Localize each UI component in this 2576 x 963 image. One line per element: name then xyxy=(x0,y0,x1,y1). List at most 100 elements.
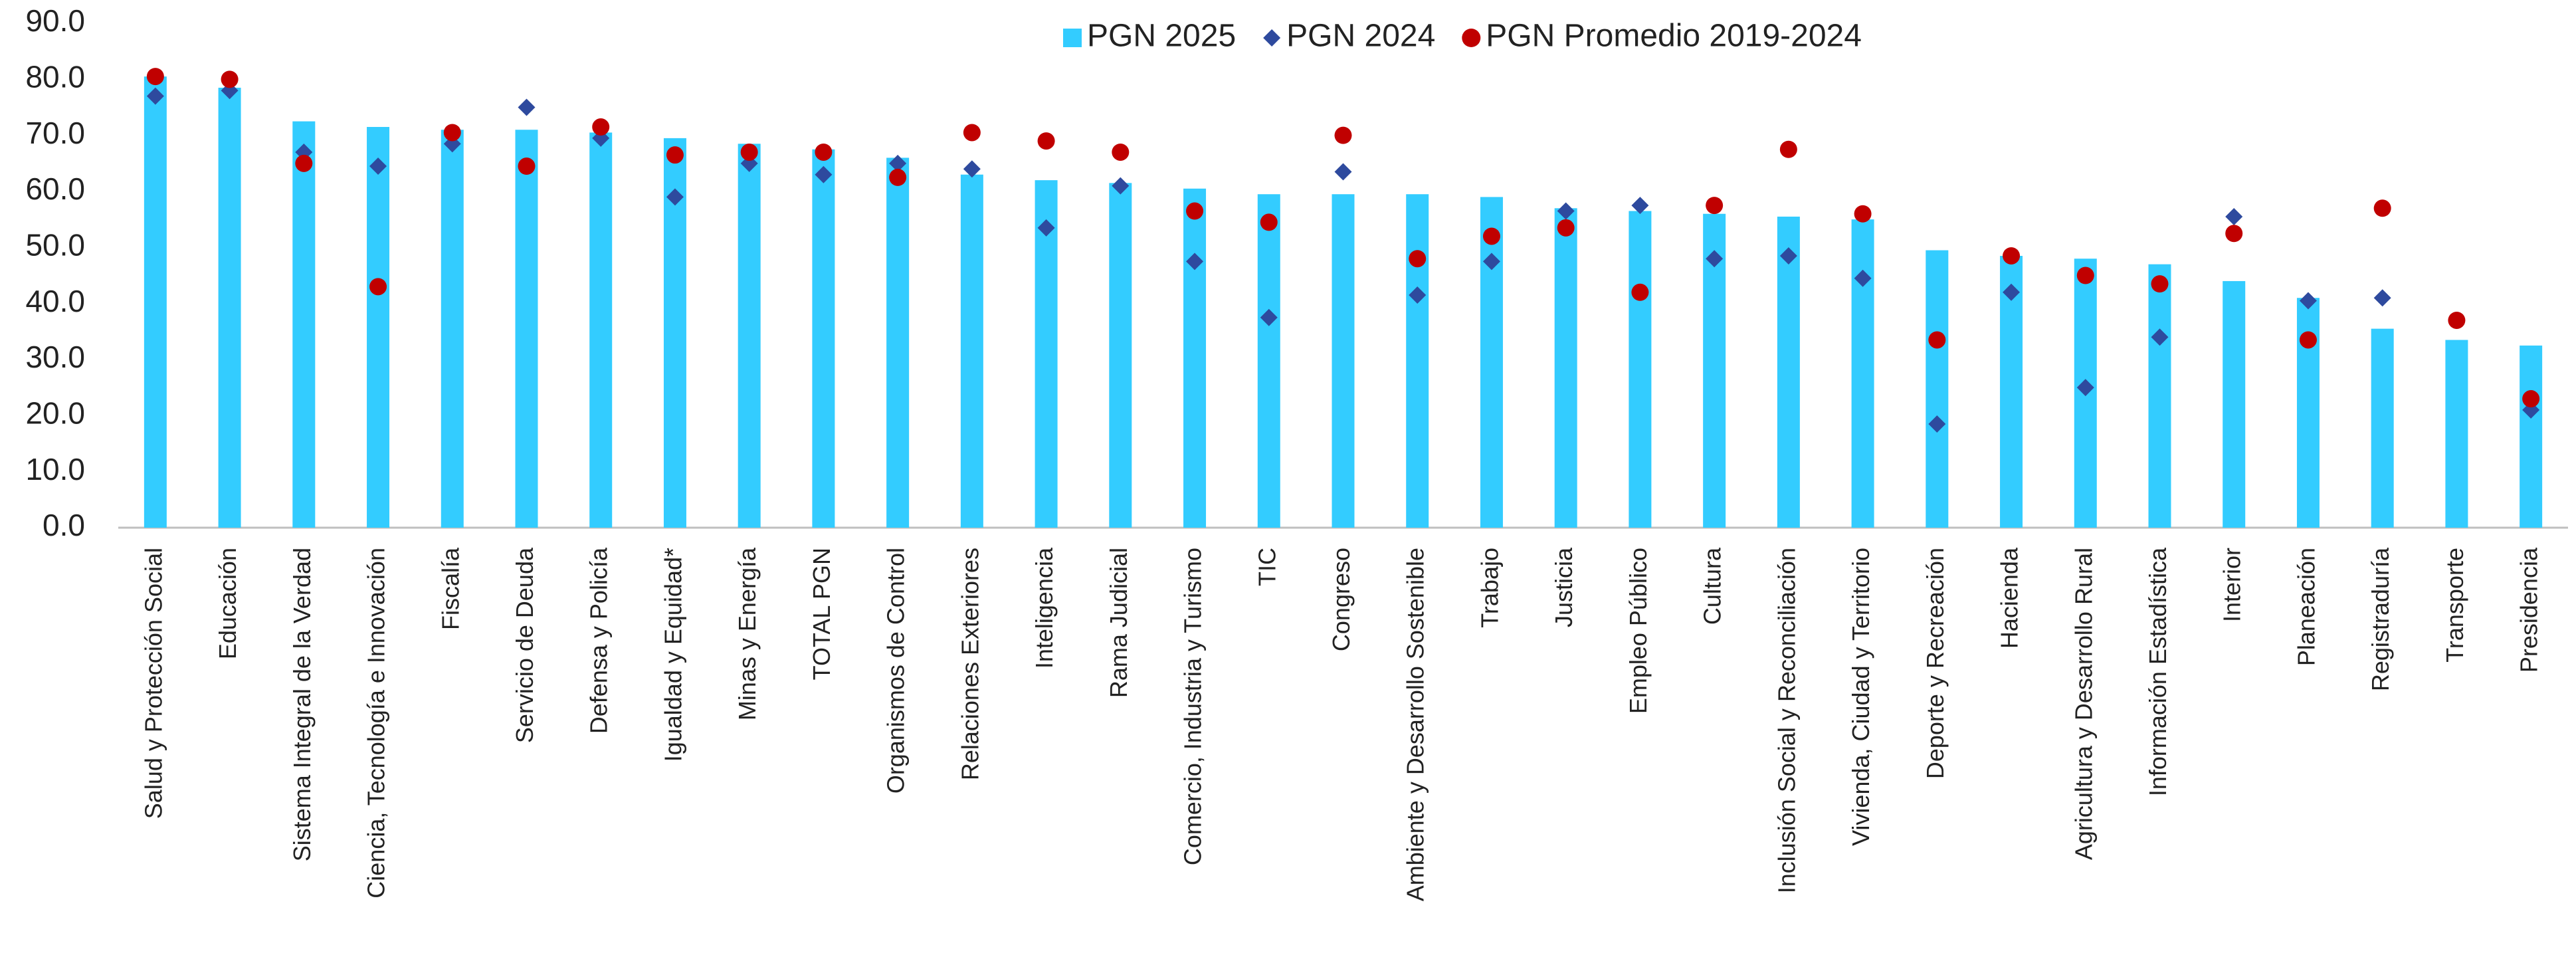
x-tick-label: Vivienda, Ciudad y Territorio xyxy=(1847,548,1874,846)
circle-marker xyxy=(1779,140,1797,158)
legend-label: PGN 2025 xyxy=(1087,19,1236,54)
x-tick-label: TIC xyxy=(1253,548,1280,586)
bar xyxy=(1629,211,1652,528)
circle-marker xyxy=(1037,132,1055,150)
x-tick-label: Planeación xyxy=(2292,548,2320,666)
bar xyxy=(2223,280,2246,528)
x-tick-label: Justicia xyxy=(1550,547,1577,627)
x-tick-label: Agricultura y Desarrollo Rural xyxy=(2070,548,2097,860)
x-tick-label: Empleo Público xyxy=(1625,548,1652,714)
y-tick-label: 70.0 xyxy=(25,116,85,150)
circle-marker xyxy=(889,168,907,186)
x-tick-label: Interior xyxy=(2219,548,2246,622)
y-tick-label: 0.0 xyxy=(43,508,85,542)
y-tick-label: 20.0 xyxy=(25,395,85,430)
x-tick-label: Ambiente y Desarrollo Sostenible xyxy=(1402,548,1429,901)
diamond-marker xyxy=(666,188,684,206)
x-tick-label: Transporte xyxy=(2441,548,2468,663)
circle-marker xyxy=(2151,275,2169,293)
circle-marker xyxy=(1631,283,1649,301)
x-tick-label: Relaciones Exteriores xyxy=(956,548,983,780)
circle-marker xyxy=(2299,331,2317,349)
bar xyxy=(886,158,910,528)
bar xyxy=(1035,180,1058,528)
bar xyxy=(2520,345,2543,528)
legend-label: PGN 2024 xyxy=(1286,19,1435,54)
diamond-marker xyxy=(2299,292,2317,310)
diamond-marker xyxy=(1854,269,1872,287)
circle-marker xyxy=(1928,331,1946,349)
legend-label: PGN Promedio 2019-2024 xyxy=(1486,19,1862,54)
x-tick-label: Información Estadística xyxy=(2144,547,2171,796)
diamond-marker xyxy=(1186,253,1204,270)
circle-marker xyxy=(2373,199,2391,217)
diamond-marker xyxy=(1482,253,1500,270)
x-tick-label: Inclusión Social y Reconciliación xyxy=(1773,548,1800,893)
bar xyxy=(144,76,167,528)
bar xyxy=(1851,219,1874,528)
bar xyxy=(1777,216,1800,528)
bar xyxy=(812,149,835,528)
diamond-marker xyxy=(2003,283,2021,301)
circle-marker xyxy=(666,146,684,164)
x-tick-label: Servicio de Deuda xyxy=(511,547,538,743)
bar xyxy=(1257,194,1280,528)
diamond-marker xyxy=(2225,207,2243,225)
bar xyxy=(1554,208,1577,528)
circle-marker xyxy=(146,68,164,86)
circle-marker xyxy=(963,124,981,142)
bar xyxy=(1109,183,1132,528)
x-tick-label: Trabajo xyxy=(1476,548,1503,628)
y-tick-label: 90.0 xyxy=(25,3,85,38)
x-tick-label: Congreso xyxy=(1328,548,1355,651)
diamond-marker xyxy=(1779,247,1797,265)
diamond-marker xyxy=(1409,286,1427,304)
circle-marker xyxy=(1334,126,1352,144)
y-tick-label: 50.0 xyxy=(25,227,85,262)
x-tick-label: Registraduría xyxy=(2367,547,2394,691)
bar xyxy=(589,132,613,528)
diamond-marker xyxy=(518,98,536,116)
x-tick-label: Sistema Integral de la Verdad xyxy=(288,548,316,861)
bar xyxy=(1332,194,1355,528)
x-tick-label: Minas y Energía xyxy=(734,547,761,720)
diamond-marker xyxy=(815,165,833,183)
x-tick-label: Presidencia xyxy=(2516,547,2543,673)
diamond-marker xyxy=(1037,219,1055,237)
x-tick-label: Hacienda xyxy=(1996,547,2023,649)
bar xyxy=(515,130,538,528)
bar xyxy=(292,121,316,528)
bar xyxy=(2445,340,2468,528)
legend-swatch xyxy=(1263,29,1281,47)
bar xyxy=(2148,264,2171,528)
bar xyxy=(1480,197,1503,528)
circle-marker xyxy=(1409,250,1427,268)
circle-marker xyxy=(2076,267,2094,284)
x-tick-label: Salud y Protección Social xyxy=(140,548,167,819)
bar xyxy=(1406,194,1429,528)
diamond-marker xyxy=(1112,177,1130,195)
circle-marker xyxy=(1186,202,1204,220)
x-tick-label: Comercio, Industria y Turismo xyxy=(1179,548,1207,865)
legend-swatch xyxy=(1063,29,1082,47)
circle-marker xyxy=(1112,143,1130,161)
circle-marker xyxy=(815,143,833,161)
diamond-marker xyxy=(963,160,981,178)
circle-marker xyxy=(369,278,387,296)
diamond-marker xyxy=(146,87,164,105)
circle-marker xyxy=(443,124,461,142)
bar xyxy=(738,144,761,528)
circle-marker xyxy=(1260,213,1278,231)
x-tick-label: Organismos de Control xyxy=(882,548,910,794)
y-tick-label: 60.0 xyxy=(25,171,85,206)
circle-marker xyxy=(592,118,610,136)
diamond-marker xyxy=(369,158,387,175)
x-tick-label: Igualdad y Equidad* xyxy=(659,548,686,762)
legend-swatch xyxy=(1462,29,1481,47)
bar xyxy=(960,174,983,528)
bar xyxy=(218,87,241,528)
x-tick-label: Defensa y Policía xyxy=(585,547,613,734)
diamond-marker xyxy=(2076,379,2094,397)
